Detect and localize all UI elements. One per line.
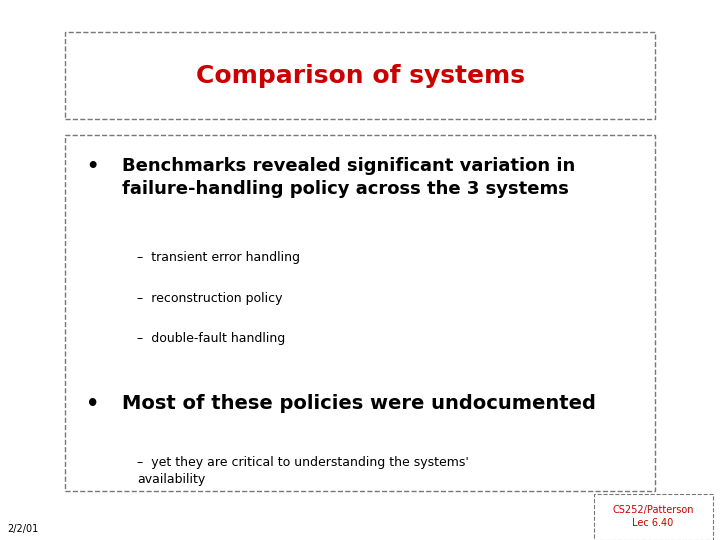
Text: Benchmarks revealed significant variation in
failure-handling policy across the : Benchmarks revealed significant variatio…	[122, 157, 576, 198]
Text: •: •	[86, 157, 99, 176]
FancyBboxPatch shape	[65, 32, 655, 119]
Text: •: •	[86, 394, 100, 414]
Text: Comparison of systems: Comparison of systems	[196, 64, 524, 87]
Text: –  double-fault handling: – double-fault handling	[137, 332, 285, 345]
FancyBboxPatch shape	[594, 494, 713, 540]
FancyBboxPatch shape	[65, 135, 655, 491]
Text: 2/2/01: 2/2/01	[7, 523, 38, 534]
Text: Most of these policies were undocumented: Most of these policies were undocumented	[122, 394, 596, 413]
Text: CS252/Patterson
Lec 6.40: CS252/Patterson Lec 6.40	[612, 505, 694, 528]
Text: –  transient error handling: – transient error handling	[137, 251, 300, 264]
Text: –  reconstruction policy: – reconstruction policy	[137, 292, 282, 305]
Text: –  yet they are critical to understanding the systems'
availability: – yet they are critical to understanding…	[137, 456, 469, 487]
